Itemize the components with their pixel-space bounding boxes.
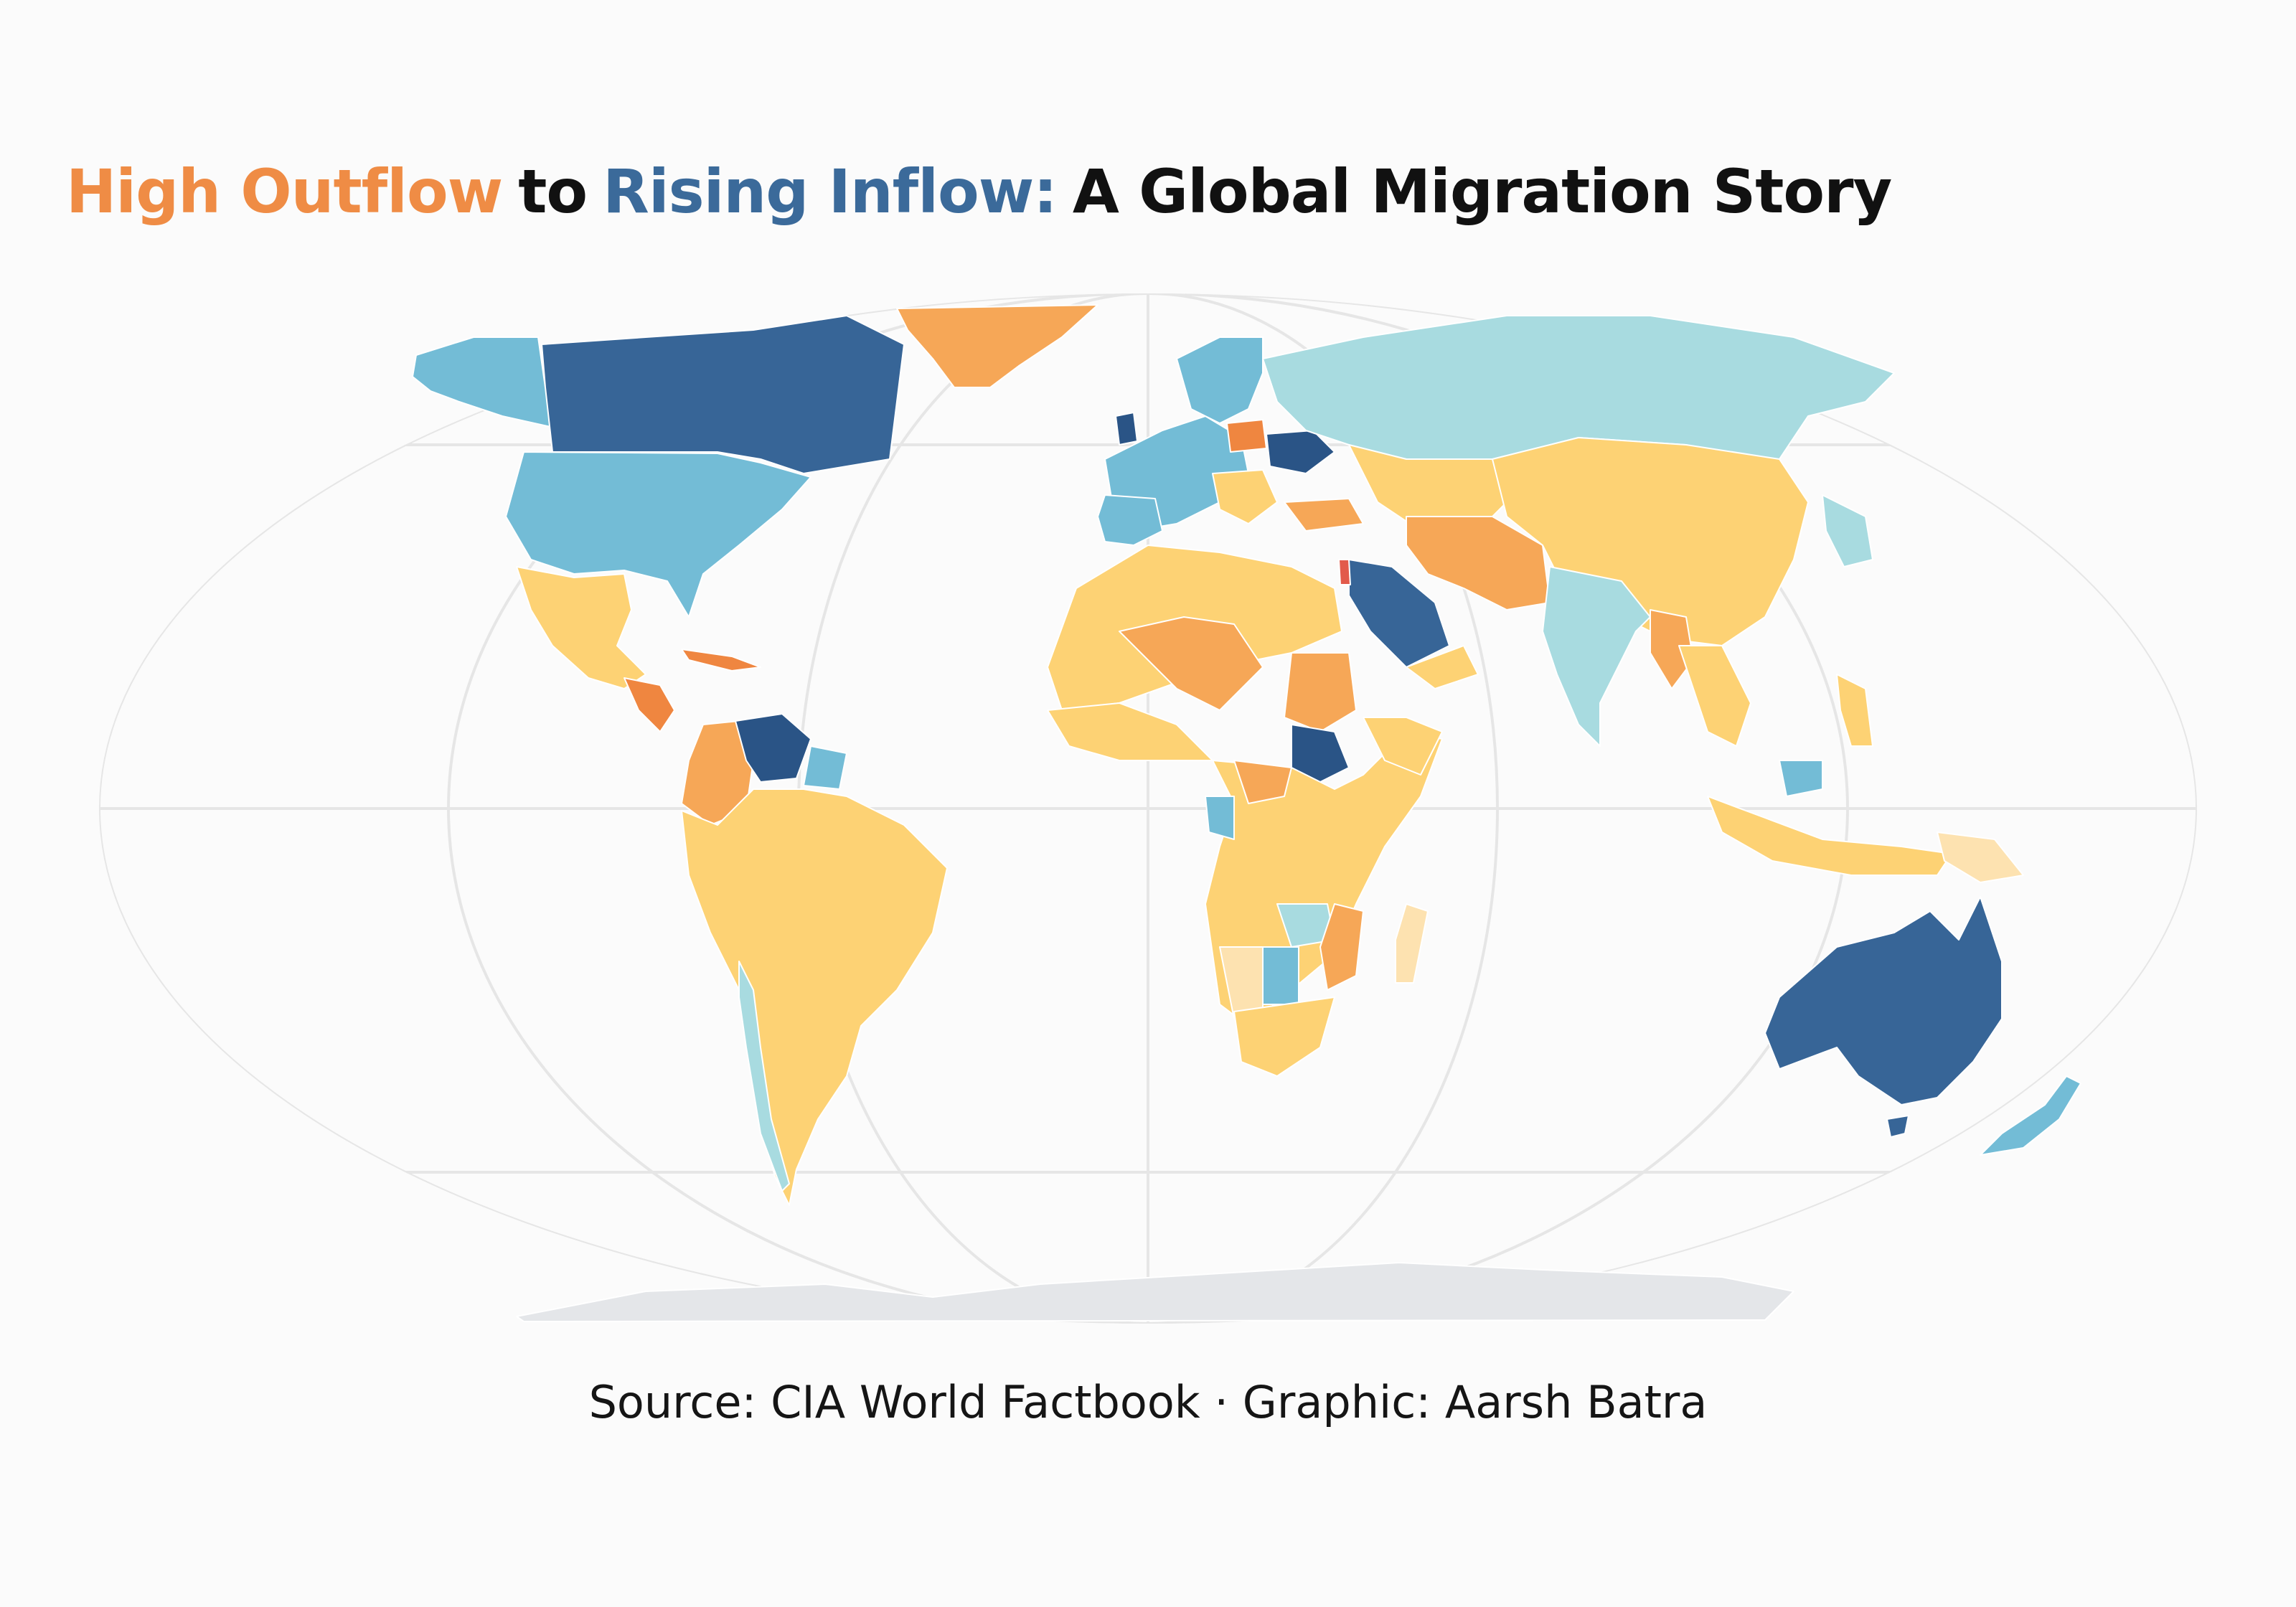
- region-mozambique: [1319, 903, 1364, 991]
- region-drc: [1233, 760, 1292, 804]
- region-canada: [541, 315, 905, 474]
- region-iran-afg-pak: [1406, 516, 1551, 611]
- region-india: [1542, 566, 1651, 747]
- region-scandinavia: [1176, 336, 1264, 424]
- title-rising-inflow: Rising Inflow:: [603, 156, 1058, 227]
- region-japan: [1822, 494, 1873, 567]
- region-ukraine: [1266, 430, 1335, 474]
- source-credit: Source: CIA World Factbook · Graphic: Aa…: [588, 1376, 1708, 1428]
- region-greenland: [896, 304, 1098, 388]
- title-to: to: [518, 156, 588, 227]
- countries: [412, 304, 2081, 1322]
- region-jordan: [1338, 559, 1351, 585]
- map-title: High Outflow to Rising Inflow: A Global Mig…: [66, 156, 1907, 227]
- region-tasmania: [1886, 1115, 1909, 1138]
- region-central-america: [624, 677, 675, 732]
- region-venezuela: [735, 713, 811, 783]
- region-sahel: [1119, 616, 1264, 711]
- region-yemen-oman: [1406, 645, 1479, 689]
- title-rest: A Global Migration Story: [1072, 156, 1892, 227]
- region-papua: [1937, 831, 2024, 883]
- region-philippines: [1836, 674, 1873, 747]
- region-australia: [1764, 896, 2003, 1106]
- region-balkans: [1212, 469, 1278, 524]
- region-new-zealand: [1980, 1075, 2081, 1156]
- region-poland: [1226, 419, 1267, 453]
- region-iberia: [1097, 494, 1163, 546]
- region-indonesia: [1707, 796, 1952, 876]
- region-caribbean: [681, 649, 761, 671]
- region-alaska: [412, 336, 568, 431]
- region-uk: [1115, 412, 1138, 446]
- region-guianas: [803, 745, 847, 790]
- region-gabon-congo: [1205, 796, 1235, 840]
- region-madagascar: [1395, 903, 1429, 984]
- region-turkey: [1284, 498, 1364, 532]
- region-saudi-arabia: [1348, 559, 1450, 668]
- region-south-america: [681, 788, 948, 1206]
- region-south-africa: [1233, 996, 1335, 1077]
- title-high-outflow: High Outflow: [66, 156, 503, 227]
- region-myanmar-bangladesh: [1650, 609, 1694, 689]
- region-sudan: [1284, 652, 1357, 732]
- region-antarctica: [516, 1262, 1794, 1322]
- region-horn-of-africa: [1363, 717, 1443, 776]
- region-west-africa: [1047, 702, 1213, 761]
- region-usa: [505, 451, 811, 618]
- region-southeast-asia: [1678, 645, 1751, 747]
- region-south-sudan: [1291, 724, 1350, 783]
- region-mexico: [516, 566, 646, 689]
- region-malaysia: [1779, 760, 1823, 797]
- region-botswana: [1262, 946, 1299, 1005]
- region-chile: [738, 961, 790, 1192]
